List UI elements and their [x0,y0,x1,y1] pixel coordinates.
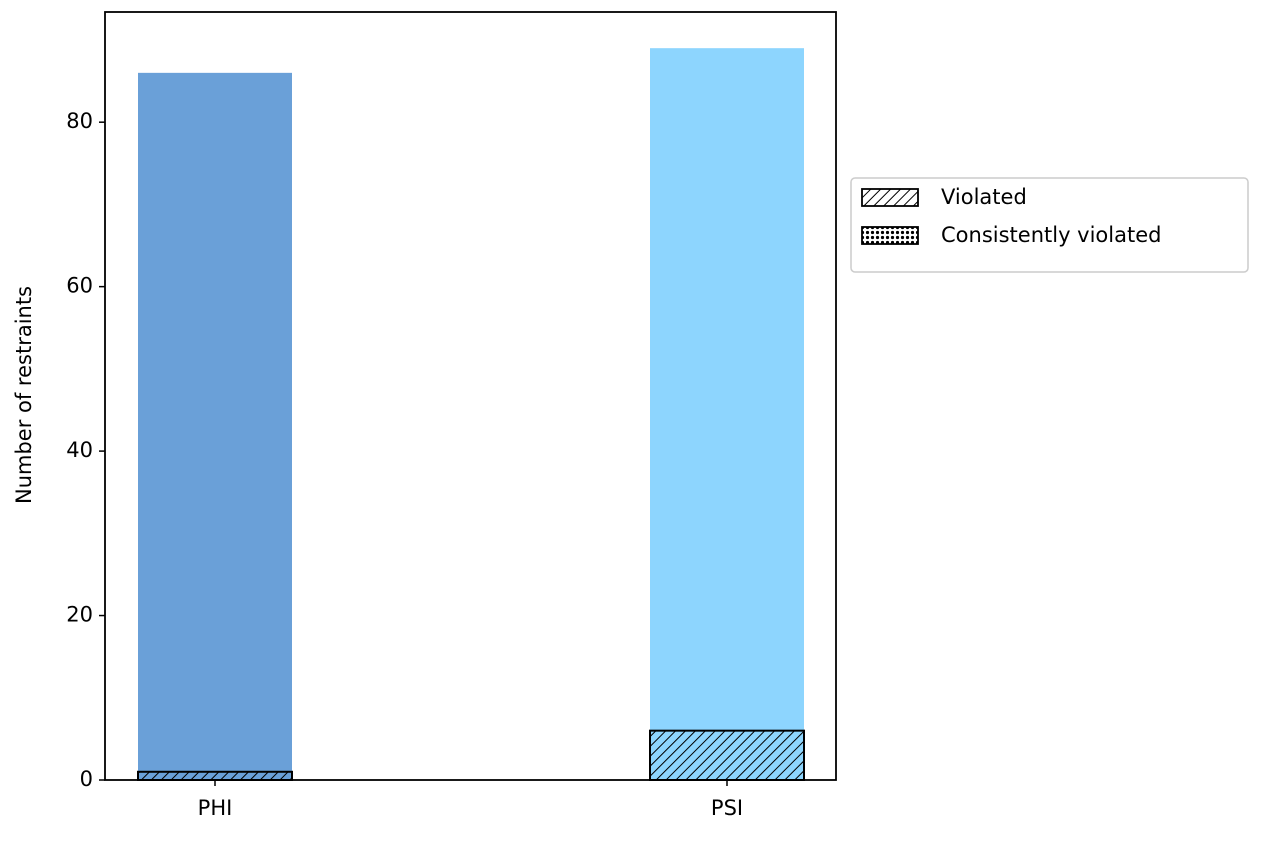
legend-box [850,177,1249,273]
plot-frame [104,11,837,781]
legend-label: Consistently violated [941,223,1161,247]
y-tick-label: 60 [66,274,93,298]
y-tick-label: 0 [80,767,93,791]
hatched-bar [137,770,293,781]
legend-swatch [861,226,919,245]
y-axis-label: Number of restraints [12,286,36,504]
y-tick-label: 20 [66,603,93,627]
legend-swatch [861,188,919,207]
bar [650,48,804,780]
y-tick-label: 80 [66,109,93,133]
y-tick-label: 40 [66,438,93,462]
bar [138,72,292,781]
x-tick-label: PHI [198,796,233,820]
legend-label: Violated [941,185,1027,209]
x-tick-label: PSI [711,796,743,820]
hatched-bar [649,729,805,782]
